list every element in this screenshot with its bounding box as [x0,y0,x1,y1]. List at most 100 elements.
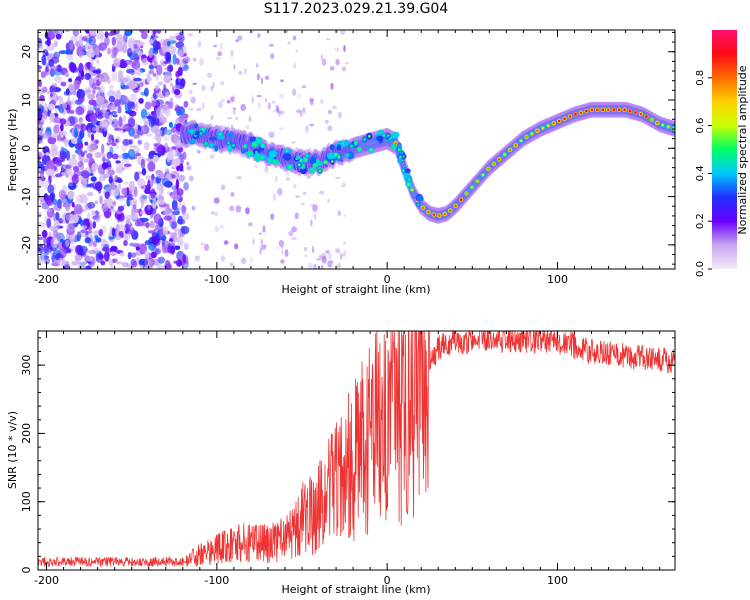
spectrogram-cell [131,60,141,70]
spectrogram-cell [182,151,187,160]
snr-ticks: -200 -100 0 100 0 100 200 300 [20,331,675,587]
spectrogram-cell [86,158,90,163]
spectrogram-cell [77,118,83,124]
spectrogram-cell [285,170,290,178]
spectrogram-cell [519,139,523,142]
spectrogram-cell [88,250,96,255]
spectrogram-cell [165,91,170,97]
spectrogram-cell [341,182,347,188]
spectrogram-cell [106,151,113,159]
spectrogram-cell [321,58,327,66]
spectrogram-cell [121,152,130,159]
spectrogram-cell [278,240,285,247]
spectrogram-cell [220,255,226,262]
spectrogram-cell [82,170,90,179]
spectrogram-cell [272,193,277,201]
spectrogram-cell [164,168,170,172]
spectrogram-cell [223,240,229,245]
spectrogram-cell [89,30,97,36]
spectrogram-cell [210,114,214,120]
spectrogram-cell [204,142,208,146]
spectrogram-cell [329,66,335,71]
spectrogram-cell [113,57,121,68]
colorbar-tick-label: 0.0 [695,261,706,277]
spectrogram-cell [115,138,119,143]
spectrogram-cell [325,250,330,254]
spectrogram-cell [427,211,430,214]
spectrogram-cell [147,230,155,234]
spectrogram-cell [104,191,110,200]
spectrogram-cell [168,121,173,128]
spectrogram-cell [220,98,226,103]
spectrogram-cell [612,108,615,111]
spectrogram-cell [65,30,70,33]
spectrogram-cell [302,107,306,113]
spectrogram-cell [216,57,221,60]
spectrogram-cell [320,98,324,105]
spectrogram-cell [118,197,126,202]
spectrogram-cell [343,44,346,53]
spectrogram-cell [321,255,327,264]
spectrogram-cell [38,187,41,198]
spectrogram-cell [220,42,223,50]
spectrogram-cell [92,221,96,229]
spectrogram-cell [132,243,141,248]
spectrogram-cell [62,139,69,144]
spectrogram-cell [135,152,141,157]
spectrogram-cell [382,133,386,137]
spectrogram-cell [465,192,468,195]
spectrogram-cell [497,157,501,161]
spectrogram-cell [47,30,53,38]
spectrogram-cell [280,245,284,249]
spectrogram-cell [288,165,292,169]
spectrogram-cell [144,101,152,110]
spectrogram-cell [100,72,109,83]
spectrogram-cell [438,214,441,217]
spectrogram-cell [46,36,51,47]
spectrogram-cell [103,251,110,262]
spectrogram-cell [367,134,371,138]
spectrogram-cell [40,71,46,79]
spectrogram-cell [503,153,507,156]
spectrogram-cell [108,236,115,240]
spectrogram-cell [71,174,80,185]
spectrogram-cell [71,201,75,208]
spectrogram-cell [87,93,96,100]
spectrogram-cell [492,162,496,166]
spectrogram-cell [133,198,138,204]
y-tick-label: 100 [20,491,33,512]
spectrogram-cell [111,36,117,46]
spectrogram-cell [117,214,121,223]
spectrogram-cell [606,108,610,111]
spectrogram-cell [149,220,155,228]
spectrogram-cell [77,160,83,168]
spectrogram-cell [144,240,151,246]
spectrogram-cell [73,127,78,139]
spectrogram-cell [53,213,57,222]
spectrogram-cell [134,172,140,182]
spectrogram-cell [195,255,200,259]
spectrogram-cell [157,256,165,264]
spectrogram-cell [209,154,215,160]
spectrogram-cell [286,177,291,181]
spectrogram-cell [197,40,202,48]
spectrogram-cell [376,135,384,142]
spectrogram-cell [92,88,96,95]
spectrogram-cell [127,52,131,57]
spectrogram-cell [60,123,64,132]
spectrogram-cell [294,195,301,198]
colorbar-ticks: 0.0 0.2 0.4 0.6 0.8 [695,70,712,277]
spectrogram-cell [293,184,297,189]
spectrogram-cell [87,128,91,138]
spectrogram-cell [639,112,643,116]
spectrogram-cell [79,193,88,204]
spectrogram-cell [213,197,220,204]
spectrogram-cell [108,251,118,256]
spectrogram-cell [188,89,193,95]
spectrogram-cell [95,237,102,243]
spectrogram-cell [250,256,253,264]
spectrogram-cell [169,40,177,44]
spectrogram-cell [369,148,373,152]
spectrogram-cell [48,231,52,238]
spectrogram-cell [80,229,88,234]
